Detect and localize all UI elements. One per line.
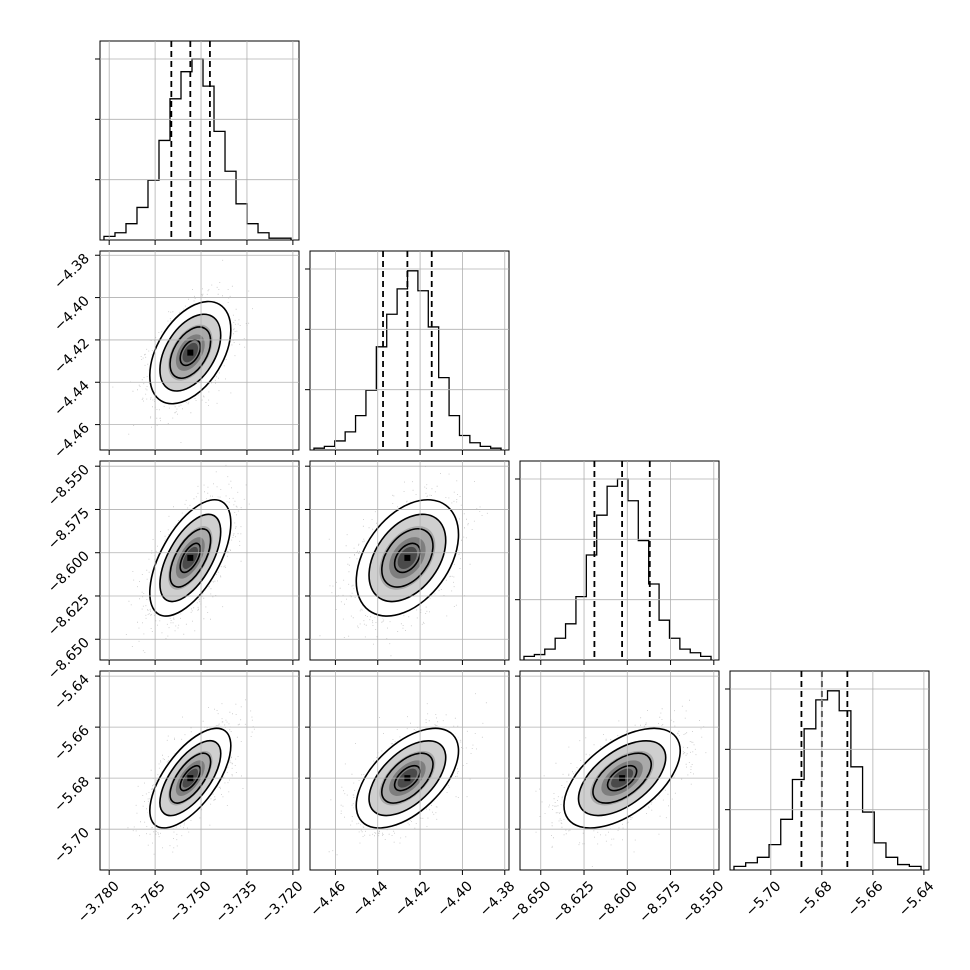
density-peak [187,349,194,356]
y-tick-label: −8.550 [45,462,93,510]
contour-line [368,513,447,603]
contour-line [159,739,222,817]
contour-line [159,513,222,603]
y-tick-label: −8.600 [45,548,93,596]
panel-content [328,693,487,856]
x-tick-label: −8.600 [593,878,641,926]
scatter-frame [309,460,510,661]
hist-step [733,690,922,870]
panel-grid [100,251,299,450]
scatter-panel-3-1 [99,460,300,661]
contour-line [563,727,682,829]
x-tick-label: −3.780 [75,878,123,926]
y-tick-label: −8.575 [45,505,93,553]
y-tick-label: −4.38 [51,251,93,293]
x-tick-label: −8.625 [550,878,598,926]
scatter-panel-4-1 [99,670,300,871]
hist-panel-2 [305,250,510,451]
hist-frame [729,670,930,871]
scatter-frame [519,670,720,871]
hist-step [523,478,712,660]
contour-line [592,752,652,804]
panel-grid [100,41,299,240]
panel-grid [310,671,509,870]
panel-content [319,466,488,657]
contour-line [179,339,202,367]
contour-line [149,727,232,829]
scatter-panel-2-1 [99,250,300,451]
panel-content [112,259,253,443]
x-tick-label: −5.66 [845,878,887,920]
hist-step [103,58,292,240]
scatter-panel-3-2 [309,460,510,661]
y-tick-label: −8.650 [45,635,93,683]
x-tick-label: −3.720 [259,878,307,926]
scatter-frame [99,460,300,661]
contour-line [149,300,232,405]
contour-line [393,764,421,792]
panel-grid [310,461,509,660]
x-tick-label: −4.42 [392,878,434,920]
hist-panel-1 [95,40,300,241]
y-tick-label: −5.70 [51,825,93,867]
x-tick-label: −8.550 [679,878,727,926]
contour-line [393,542,421,574]
panel-content [127,699,255,855]
y-tick-label: −4.42 [51,335,93,377]
x-tick-label: −5.68 [794,878,836,920]
y-tick-label: −5.68 [51,774,93,816]
y-tick-label: −8.625 [45,591,93,639]
panel-grid [730,671,929,870]
hist-frame [99,40,300,241]
y-tick-label: −4.46 [51,420,93,462]
hist-frame [519,460,720,661]
density-peak [187,554,194,561]
x-tick-label: −4.40 [434,878,476,920]
contour-line [355,498,460,617]
contour-line [355,727,460,829]
x-tick-label: −5.64 [896,878,938,920]
x-tick-label: −3.765 [121,878,169,926]
contour-line [577,739,667,817]
scatter-frame [309,670,510,871]
panel-content [125,464,250,653]
x-tick-label: −3.735 [213,878,261,926]
hist-step [313,270,502,450]
hist-frame [309,250,510,451]
x-tick-label: −3.750 [167,878,215,926]
panel-grid [100,671,299,870]
density-peak [404,554,411,561]
contour-line [179,542,202,574]
x-tick-label: −5.70 [743,878,785,920]
y-tick-label: −5.66 [51,723,93,765]
hist-panel-3 [515,460,720,661]
panel-grid [310,251,509,450]
scatter-panel-4-3 [519,670,720,871]
x-tick-label: −4.44 [350,878,392,920]
contour-line [381,752,434,804]
panel-grid [520,461,719,660]
hist-panel-4 [725,670,930,871]
contour-line [169,326,212,379]
panel-grid [100,461,299,660]
y-tick-label: −4.40 [51,293,93,335]
contour-line [169,528,212,588]
scatter-panel-4-2 [309,670,510,871]
contour-line [368,739,447,817]
contour-line [149,498,232,617]
contour-line [381,528,434,588]
x-tick-label: −4.46 [307,878,349,920]
y-tick-label: −4.44 [51,378,93,420]
scatter-frame [99,670,300,871]
panel-grid [520,671,719,870]
contour-line [179,764,202,792]
x-tick-label: −8.575 [636,878,684,926]
scatter-frame [99,250,300,451]
panel-content [535,699,707,867]
